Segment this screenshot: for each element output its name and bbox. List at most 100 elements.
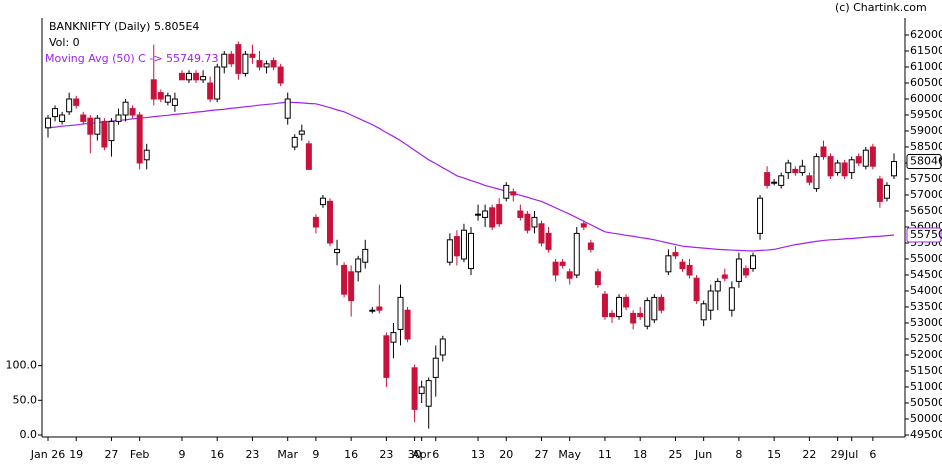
candle-body [468, 232, 474, 270]
candle-body [150, 79, 157, 100]
candle-body [207, 82, 214, 100]
candle-body [580, 223, 587, 228]
candle-body [164, 95, 171, 103]
candle-body [319, 197, 326, 206]
candle-body [235, 44, 242, 74]
candle-body [186, 72, 192, 81]
candle-body [820, 146, 827, 158]
candle-body [679, 261, 686, 270]
candle-body [566, 271, 573, 279]
y-tick-label: 55000 [910, 252, 942, 265]
candle-body [883, 184, 890, 199]
x-tick-label: 18 [633, 448, 647, 461]
candle-body [214, 66, 221, 100]
candle-body [806, 175, 813, 183]
candle-body [122, 101, 129, 116]
candle-body [369, 309, 376, 312]
candle-body [545, 232, 552, 250]
y-tick-label: 60000 [910, 92, 942, 105]
y-tick-label: 52000 [910, 348, 942, 361]
candle-body [785, 162, 792, 174]
candle-body [327, 200, 333, 244]
candle-body [101, 120, 108, 148]
candle-body [538, 223, 545, 244]
candle-body [630, 312, 637, 324]
x-tick-label: 9 [178, 448, 185, 461]
x-tick-label: Mar [277, 448, 298, 461]
y-tick-label: 51000 [910, 380, 942, 393]
x-tick-label: 20 [499, 448, 513, 461]
x-tick-label: Feb [130, 448, 149, 461]
candle-body [305, 143, 312, 170]
candle-body [524, 213, 531, 231]
candle-body [862, 149, 869, 167]
candle-body [108, 120, 115, 142]
candle-body [355, 258, 362, 273]
x-tick-label: 29 [831, 448, 845, 461]
candle-body [270, 60, 277, 68]
candle-body [446, 239, 453, 263]
candle-body [855, 156, 862, 164]
source-credit: (c) Chartink.com [835, 1, 927, 14]
x-tick-label: 23 [379, 448, 393, 461]
candle-body [136, 114, 143, 164]
candle-body [129, 108, 136, 116]
ma-price-label: 55750 [910, 228, 942, 241]
candle-body [813, 156, 820, 190]
chart-title: BANKNIFTY (Daily) 5.805E4 [49, 20, 199, 33]
candle-body [764, 172, 771, 186]
x-tick-label: 25 [668, 448, 682, 461]
x-tick-label: 27 [535, 448, 549, 461]
candle-body [609, 312, 615, 318]
y-tick-label: 56500 [910, 204, 942, 217]
candle-body [848, 159, 855, 174]
candle-body [714, 280, 721, 292]
y-tick-label: 59000 [910, 124, 942, 137]
candle-body [742, 268, 749, 276]
ma-legend: Moving Avg (50) C -> 55749.73 [45, 52, 219, 65]
ma-price-label-box [906, 227, 942, 243]
candle-body [341, 264, 348, 295]
candle-body [601, 293, 608, 318]
x-tick-label: May [558, 448, 581, 461]
candle-body [721, 274, 728, 279]
candle-body [200, 76, 207, 81]
candle-body [66, 98, 73, 113]
candle-body [594, 271, 601, 286]
candle-body [757, 197, 764, 234]
candle-body [891, 161, 897, 177]
candle-body [411, 367, 418, 410]
x-tick-label: 6 [869, 448, 876, 461]
candle-body [59, 114, 66, 122]
candle-body [52, 108, 59, 118]
candle-body [404, 309, 411, 340]
candle-body [750, 255, 756, 270]
candle-body [453, 236, 460, 257]
x-tick-label: 16 [210, 448, 224, 461]
candle-body [623, 296, 630, 308]
candle-body [644, 300, 651, 327]
candle-body [587, 242, 594, 250]
y-tick-label: 57500 [910, 172, 942, 185]
candle-body [482, 210, 489, 218]
y-tick-label: 61500 [910, 44, 942, 57]
candle-body [700, 303, 707, 321]
candle-body [552, 261, 559, 276]
candle-body [362, 248, 369, 263]
y2-tick-label: 50.0 [13, 393, 38, 406]
candle-body [475, 213, 482, 216]
x-tick-label: 6 [432, 448, 439, 461]
candle-body [799, 165, 806, 174]
x-tick-label: Jun [694, 448, 712, 461]
x-tick-label: Jan 26 [30, 448, 65, 461]
candle-body [665, 255, 672, 273]
candle-body [869, 146, 876, 167]
candle-body [496, 204, 503, 225]
y-tick-label: 62000 [910, 28, 942, 41]
candle-body [256, 60, 263, 68]
candle-body [115, 114, 122, 122]
y-tick-label: 59500 [910, 108, 942, 121]
y-tick-label: 52500 [910, 332, 942, 345]
candle-body [312, 216, 319, 228]
volume-label: Vol: 0 [49, 36, 80, 49]
